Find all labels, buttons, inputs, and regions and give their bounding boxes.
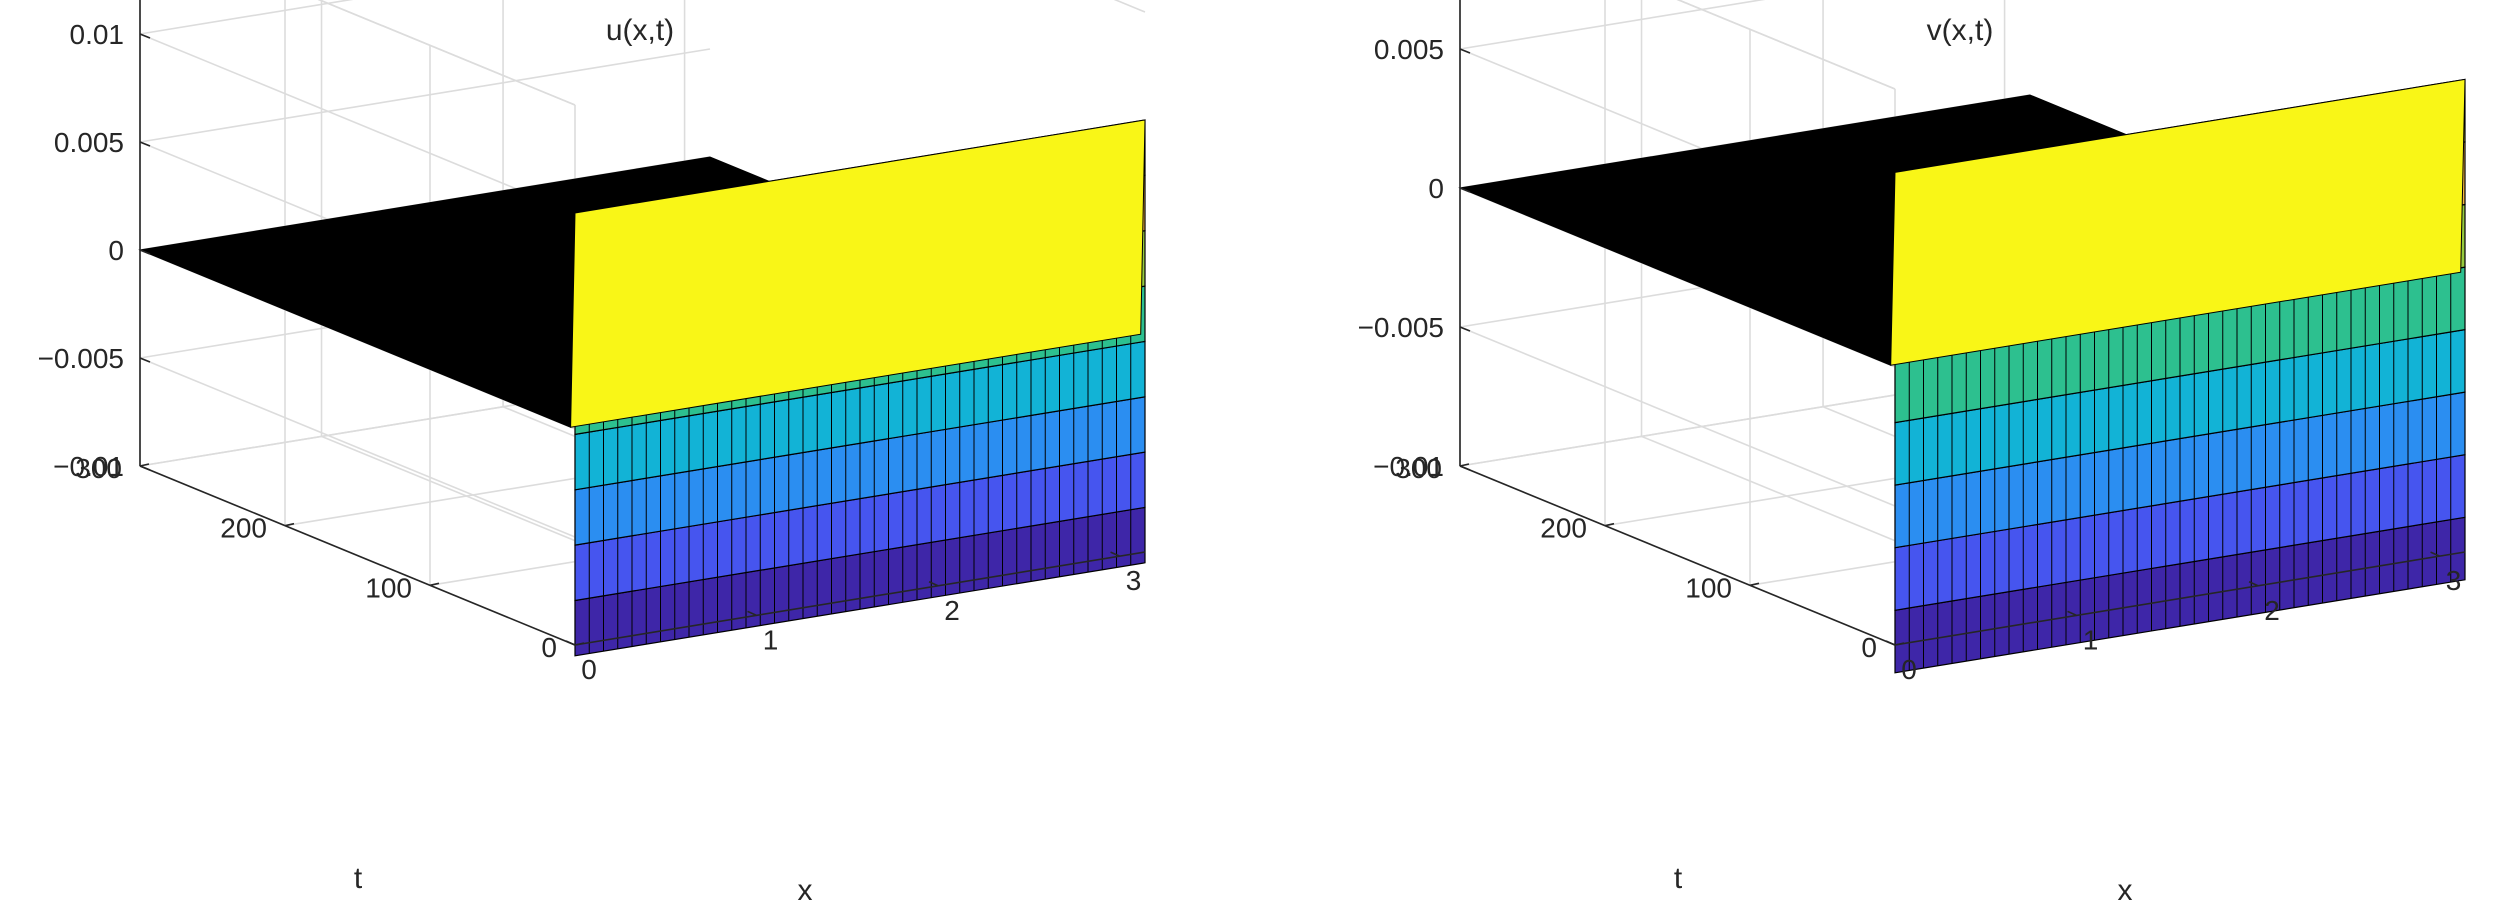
u-t-tick-1: [429, 582, 440, 587]
v-surface-panel: v(x,t) 0.010.0050−0.005−0.01010020030001…: [1358, 0, 2466, 907]
u-t-tick-label-3: 300: [75, 453, 122, 484]
v-x-axis-line: [1894, 551, 2466, 646]
v-x-tick-label-1: 1: [2083, 624, 2099, 655]
u-t-axis-label: t: [354, 862, 363, 895]
u-z-tick-label-4: −0.005: [38, 343, 124, 374]
u-z-tick-3: [139, 249, 151, 255]
u-z-tick-2: [139, 141, 151, 147]
v-grid-left-z-3: [1459, 326, 1896, 507]
u-t-tick-2: [284, 522, 295, 527]
u-t-tick-label-1: 100: [365, 572, 412, 603]
v-t-tick-3: [1459, 463, 1470, 467]
u-decay-strip: [570, 119, 1146, 428]
v-z-tick-1: [1459, 48, 1471, 54]
v-x-tick-label-3: 3: [2446, 565, 2462, 596]
v-z-tick-label-1: 0.005: [1374, 34, 1444, 65]
u-z-tick-4: [139, 357, 151, 363]
u-box-edge-3: [317, 0, 576, 106]
u-t-axis-line: [139, 465, 576, 646]
v-x-axis-label: x: [2118, 874, 2133, 907]
u-x-axis-line: [574, 551, 1146, 646]
v-x-tick-label-2: 2: [2264, 595, 2280, 626]
v-x-tick-label-0: 0: [1901, 654, 1917, 685]
u-t-tick-label-0: 0: [541, 632, 557, 663]
v-t-tick-2: [1604, 522, 1615, 527]
v-x-tick-0: [1885, 640, 1896, 646]
v-surface: [1458, 78, 2466, 674]
u-x-axis-label: x: [798, 874, 813, 907]
u-plot-title: u(x,t): [606, 14, 674, 47]
u-x-tick-label-0: 0: [581, 654, 597, 685]
u-surface: [138, 119, 1146, 657]
v-z-tick-3: [1459, 326, 1471, 332]
v-z-tick-label-4: −0.01: [1373, 451, 1444, 482]
u-z-tick-label-5: −0.01: [53, 451, 124, 482]
v-t-tick-label-3: 300: [1395, 453, 1442, 484]
v-decay-strip: [1890, 78, 2466, 366]
v-plot-title: v(x,t): [1927, 14, 1994, 47]
u-x-tick-1: [747, 610, 757, 617]
u-box-edge-2: [1113, 0, 1146, 13]
v-t-tick-label-1: 100: [1685, 572, 1732, 603]
u-t-tick-3: [139, 463, 150, 467]
u-x-tick-0: [565, 640, 576, 646]
v-x-tick-2: [2248, 581, 2259, 587]
u-z-tick-label-1: 0.01: [70, 19, 125, 50]
u-x-tick-2: [928, 581, 939, 587]
v-t-tick-label-0: 0: [1861, 632, 1877, 663]
v-z-tick-2: [1459, 187, 1471, 193]
u-x-tick-label-3: 3: [1126, 565, 1142, 596]
u-grid-left-z-1: [139, 33, 576, 214]
u-z-tick-5: [139, 465, 151, 471]
u-t-tick-label-2: 200: [220, 513, 267, 544]
v-t-tick-label-2: 200: [1540, 513, 1587, 544]
v-grid-back-z-1: [1459, 0, 1766, 50]
u-grid-back-z-2: [139, 48, 711, 143]
v-z-tick-label-2: 0: [1428, 173, 1444, 204]
u-z-tick-1: [139, 33, 151, 39]
u-x-tick-label-1: 1: [763, 624, 779, 655]
u-surface-panel: u(x,t) 0.0150.010.0050−0.005−0.010100200…: [38, 0, 1146, 907]
u-t-tick-0: [574, 642, 585, 646]
v-t-axis-label: t: [1674, 862, 1683, 895]
v-t-tick-0: [1894, 642, 1905, 646]
u-z-tick-label-3: 0: [108, 235, 124, 266]
u-x-tick-label-2: 2: [944, 595, 960, 626]
v-z-tick-label-3: −0.005: [1358, 312, 1444, 343]
u-grid-back-z-1: [139, 0, 354, 35]
u-z-tick-label-2: 0.005: [54, 127, 124, 158]
u-x-tick-3: [1110, 551, 1120, 557]
v-t-axis-line: [1459, 465, 1896, 646]
v-box-edge-3: [1676, 0, 1896, 90]
v-x-tick-1: [2067, 610, 2077, 617]
v-z-tick-4: [1459, 465, 1471, 471]
u-grid-left-z-4: [139, 357, 576, 538]
v-x-tick-3: [2430, 551, 2440, 557]
v-t-tick-1: [1749, 582, 1760, 587]
